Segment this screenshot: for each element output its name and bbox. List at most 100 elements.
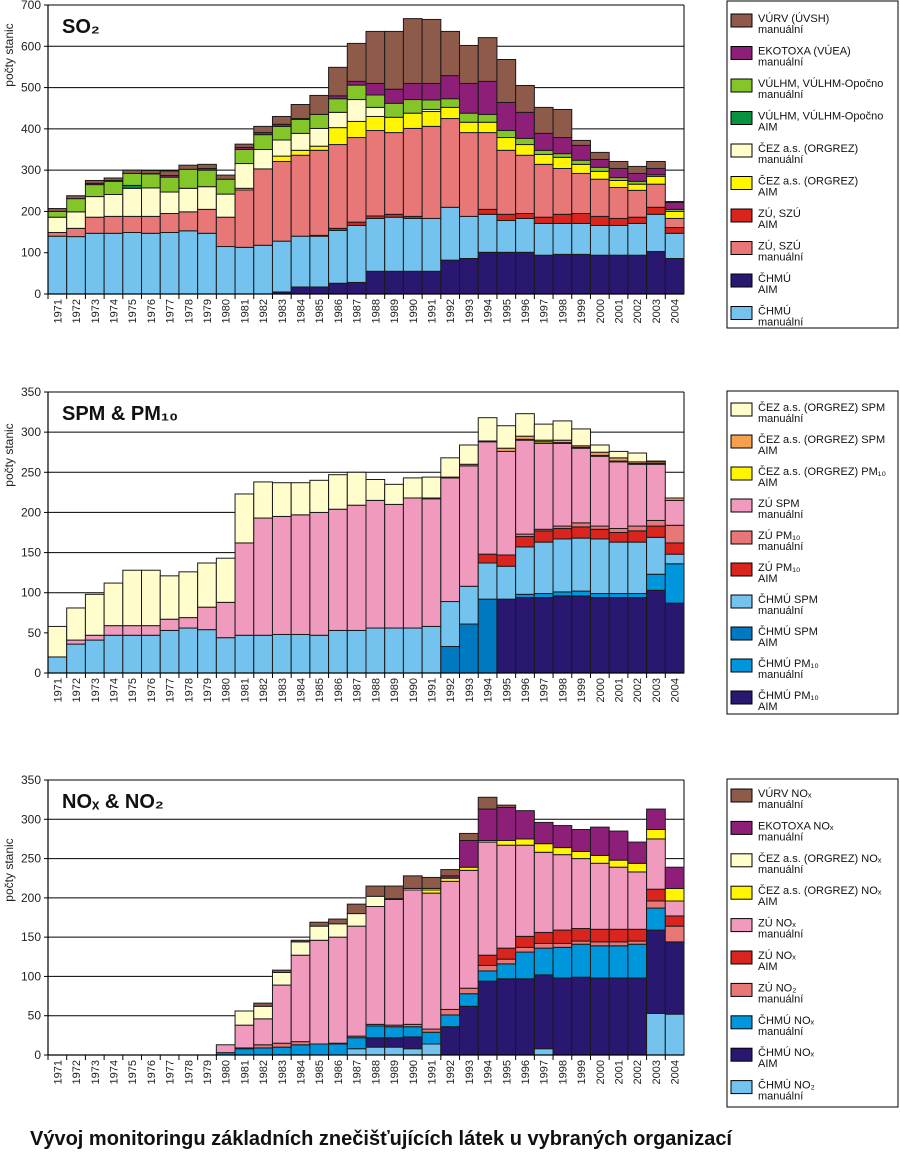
bar-segment-1993 (459, 465, 479, 587)
legend-label-sub: AIM (758, 961, 778, 973)
legend-swatch (730, 143, 753, 158)
bar-segment-1985 (309, 939, 330, 1045)
bar-segment-1990 (402, 477, 423, 499)
bar-segment-1998 (552, 538, 573, 593)
bar-segment-2001 (608, 179, 629, 188)
bar-segment-2002 (627, 530, 648, 543)
bar-segment-1999 (571, 595, 591, 674)
x-tick-label: 1984 (296, 1060, 308, 1084)
x-tick-label: 1975 (127, 678, 139, 702)
legend-label: ČHMÚ PM₁₀ (758, 657, 819, 670)
bar-segment-1997 (533, 106, 554, 134)
bar-segment-1998 (552, 167, 573, 215)
bar-segment-2003 (646, 213, 666, 252)
x-tick-label: 1985 (314, 678, 326, 702)
bar-segment-1977 (159, 618, 180, 631)
bar-segment-2002 (627, 222, 648, 256)
bar-segment-2000 (589, 977, 610, 1056)
bar-segment-2001 (608, 160, 629, 169)
bar-segment-2001 (608, 945, 629, 979)
bar-segment-1997 (533, 254, 554, 295)
bar-segment-1989 (384, 102, 404, 118)
legend-label-sub: AIM (758, 477, 778, 489)
bar-segment-2000 (589, 528, 610, 540)
bar-segment-1999 (571, 212, 591, 224)
bar-segment-1971 (47, 210, 68, 218)
bar-segment-1976 (141, 170, 161, 174)
bar-segment-1978 (178, 164, 199, 170)
bar-segment-1990 (402, 497, 423, 629)
bar-segment-1990 (402, 18, 423, 84)
bar-segment-1984 (290, 514, 311, 635)
bar-segment-1997 (533, 974, 554, 1050)
legend-label-sub: manuální (758, 413, 803, 425)
bar-segment-1996 (515, 536, 535, 548)
bar-segment-1981 (234, 143, 255, 148)
legend-swatch (730, 530, 753, 545)
bar-segment-1993 (459, 44, 479, 84)
bar-segment-1993 (459, 215, 479, 259)
legend-label: ČEZ a.s. (ORGREZ) PM₁₀ (758, 465, 886, 478)
legend-swatch (730, 208, 753, 223)
bar-segment-2004 (664, 563, 685, 604)
x-tick-label: 1982 (258, 1060, 270, 1084)
x-tick-label: 1983 (277, 678, 289, 702)
x-tick-label: 1992 (445, 678, 457, 702)
x-tick-label: 1973 (90, 299, 102, 323)
bar-segment-2000 (589, 826, 610, 856)
bar-segment-1990 (402, 217, 423, 272)
bar-segment-1985 (309, 925, 330, 941)
bar-segment-1974 (103, 215, 124, 234)
bar-segment-2004 (664, 887, 685, 902)
bar-segment-1993 (459, 132, 479, 217)
y-tick-label: 250 (21, 465, 41, 479)
bar-segment-1991 (421, 217, 442, 272)
bar-segment-2001 (608, 527, 629, 534)
x-tick-label: 1995 (501, 678, 513, 702)
bar-segment-1999 (571, 858, 591, 929)
x-tick-label: 1976 (146, 678, 158, 702)
legend-label: ČHMÚ SPM (758, 625, 818, 638)
bar-segment-1991 (421, 625, 442, 674)
bar-segment-2002 (627, 189, 648, 218)
bar-segment-1994 (477, 213, 498, 253)
legend-label-sub: AIM (758, 896, 778, 908)
x-tick-label: 1973 (90, 1060, 102, 1084)
bar-segment-1977 (159, 629, 180, 674)
legend-swatch (730, 1080, 753, 1095)
bar-segment-1982 (253, 1005, 273, 1020)
bar-segment-1994 (477, 970, 498, 982)
x-tick-label: 1977 (165, 1060, 177, 1084)
bar-segment-1994 (477, 562, 498, 600)
bar-segment-2003 (646, 525, 666, 538)
x-tick-label: 1997 (539, 299, 551, 323)
bar-segment-1971 (47, 208, 68, 212)
bar-segment-1996 (515, 413, 535, 437)
bar-segment-1994 (477, 964, 498, 972)
bar-segment-1976 (141, 625, 161, 636)
bar-segment-1996 (515, 251, 535, 295)
bar-segment-1975 (122, 625, 143, 636)
bar-segment-2002 (627, 593, 648, 599)
legend-box (726, 390, 899, 715)
bar-segment-1995 (496, 947, 517, 960)
bar-segment-1994 (477, 808, 498, 841)
legend-swatch (730, 466, 753, 481)
legend-label: VÚLHM, VÚLHM-Opočno (758, 110, 883, 123)
bar-segment-2003 (646, 206, 666, 215)
x-tick-label: 1975 (127, 299, 139, 323)
x-tick-label: 1980 (221, 678, 233, 702)
bar-segment-1992 (440, 601, 461, 648)
legend-label-sub: manuální (758, 864, 803, 876)
bar-segment-1998 (552, 854, 573, 931)
legend-swatch (730, 498, 753, 513)
bar-segment-2003 (646, 460, 666, 463)
bar-segment-1989 (384, 30, 404, 90)
x-tick-label: 1988 (370, 678, 382, 702)
bar-segment-1997 (533, 942, 554, 949)
bar-segment-1974 (103, 194, 124, 217)
bar-segment-1976 (141, 187, 161, 217)
x-tick-label: 1998 (557, 299, 569, 323)
bar-segment-1986 (328, 66, 348, 97)
